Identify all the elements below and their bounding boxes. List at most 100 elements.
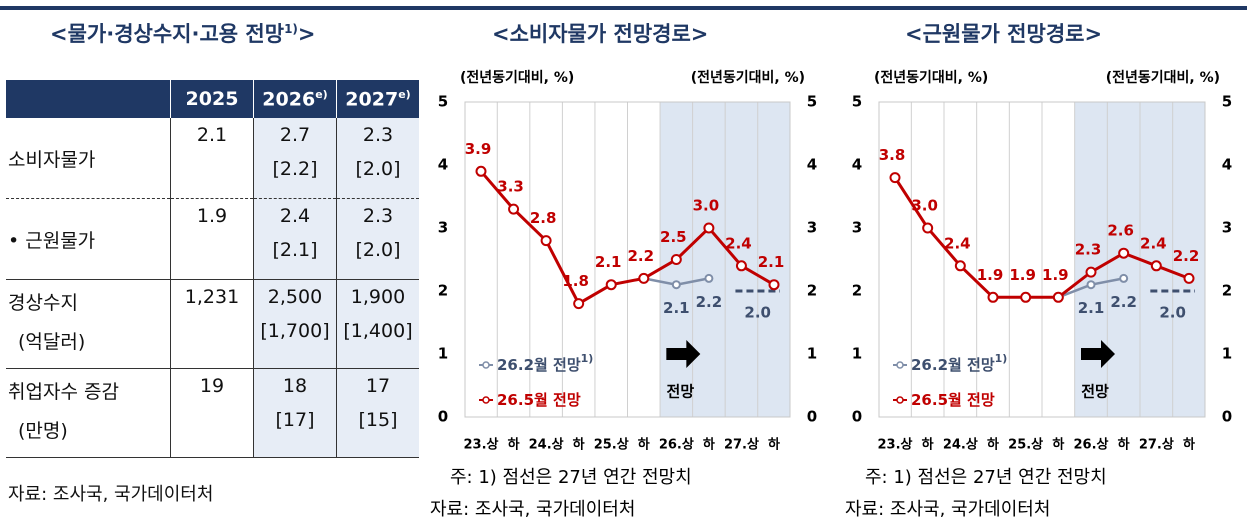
point	[1119, 273, 1129, 283]
value-label: 2.4	[1140, 234, 1167, 252]
legend-entry: 26.2월 전망1)	[911, 352, 1007, 374]
value-label: 2.1	[595, 253, 622, 271]
source: 자료: 조사국, 국가데이터처	[8, 484, 214, 505]
x-tick-label: 하	[638, 437, 650, 453]
forecast-arrow	[1081, 340, 1115, 368]
value-cell: 2,500 [1,700]	[253, 279, 337, 369]
x-tick-label: 27.상	[1139, 438, 1174, 453]
forecast-arrow	[666, 340, 701, 368]
annotation: 전망	[1081, 383, 1109, 401]
point	[638, 272, 650, 284]
cell-previous: [1,700]	[260, 320, 330, 342]
cell-previous: [2.0]	[355, 158, 401, 180]
cell-previous: [1,400]	[343, 320, 413, 342]
plot-frame	[464, 101, 791, 418]
y2-tick-label: 0	[1222, 408, 1232, 426]
legend-entry: 26.2월 전망1)	[497, 352, 593, 374]
cell-value: 2.1	[196, 124, 228, 146]
y-tick-label: 5	[852, 93, 862, 111]
value-label: 2.2	[627, 247, 654, 265]
y2-tick-label: 1	[807, 345, 817, 363]
chart-source: 자료: 조사국, 국가데이터처	[845, 499, 1050, 520]
point	[1118, 247, 1130, 259]
legend-entry: 26.5월 전망	[911, 391, 995, 409]
chart-note: 주: 1) 점선은 27년 연간 전망치	[450, 467, 692, 488]
value-label: 2.3	[1075, 241, 1102, 259]
legend-entry: 26.5월 전망	[497, 391, 581, 409]
y-tick-label: 3	[852, 219, 862, 237]
cell-value: 18	[282, 375, 308, 397]
value-label: 2.5	[660, 228, 687, 246]
x-tick-label: 27.상	[724, 438, 759, 453]
point	[605, 279, 617, 291]
value-label: 2.1	[758, 253, 785, 271]
value-cell: 2.3 [2.0]	[336, 118, 419, 199]
point	[735, 260, 747, 272]
y-tick-label: 0	[852, 408, 862, 426]
y-tick-label: 4	[852, 156, 862, 174]
legend-marker	[896, 396, 904, 404]
x-tick-label: 하	[768, 437, 780, 453]
series-line	[893, 176, 1190, 299]
x-tick-label: 24.상	[943, 438, 978, 453]
point	[540, 235, 552, 247]
cell-value: 2.4	[279, 205, 311, 227]
y-tick-label: 0	[438, 408, 448, 426]
point	[704, 273, 714, 283]
chart-note: 주: 1) 점선은 27년 연간 전망치	[865, 467, 1107, 488]
y2-tick-label: 2	[807, 282, 817, 300]
legend-note: 1)	[581, 352, 594, 365]
annotation: 전망	[667, 383, 695, 401]
x-tick-label: 23.상	[464, 438, 499, 453]
point	[703, 222, 715, 234]
value-cell: 17 [15]	[336, 368, 419, 458]
annual-label: 2.0	[744, 304, 771, 322]
row-label: 경상수지 (억달러)	[6, 279, 171, 369]
legend-name: 26.5월 전망	[911, 391, 995, 409]
legend-name: 26.5월 전망	[497, 391, 581, 409]
row-label: • 근원물가	[6, 198, 171, 280]
cell-value: 2,500	[267, 286, 323, 308]
y2-tick-label: 3	[1222, 219, 1232, 237]
value-label: 2.4	[944, 234, 971, 252]
value-cell: 2.7 [2.2]	[253, 118, 337, 199]
point	[768, 279, 780, 291]
sublabel-text: (만명)	[18, 420, 68, 442]
value-cell: 1.9	[170, 198, 254, 280]
legend-note: 1)	[995, 352, 1008, 365]
cell-previous: [2.2]	[272, 158, 318, 180]
top-rule	[0, 6, 1247, 10]
value-cell: 1,900 [1,400]	[336, 279, 419, 369]
value-label: 2.2	[1173, 247, 1200, 265]
legend-marker	[482, 396, 490, 404]
cell-previous: [2.0]	[355, 239, 401, 261]
y-tick-label: 4	[438, 156, 448, 174]
point	[1085, 266, 1097, 278]
x-tick-label: 하	[508, 437, 520, 453]
cell-value: 17	[365, 375, 391, 397]
table-row: • 근원물가 1.9 2.4 [2.1] 2.3 [2.0]	[6, 198, 419, 280]
y-tick-label: 2	[852, 282, 862, 300]
y2-tick-label: 0	[807, 408, 817, 426]
value-label: 2.1	[1078, 299, 1105, 317]
cell-value: 19	[199, 375, 225, 397]
point	[954, 260, 966, 272]
value-label: 3.0	[693, 197, 720, 215]
x-tick-label: 하	[1118, 437, 1130, 453]
y-axis-label: (전년동기대비, %)	[874, 69, 988, 86]
value-label: 1.9	[1009, 266, 1036, 284]
header-cell: 2027e)	[336, 80, 419, 118]
value-label: 1.8	[562, 272, 589, 290]
x-tick-label: 하	[1183, 437, 1195, 453]
value-label: 3.8	[879, 146, 906, 164]
point	[670, 254, 682, 265]
point	[1020, 291, 1032, 303]
y-tick-label: 1	[852, 345, 862, 363]
plot-frame	[878, 101, 1206, 418]
value-label: 2.4	[725, 234, 752, 252]
table-row: 소비자물가 2.1 2.7 [2.2] 2.3 [2.0]	[6, 118, 419, 199]
table-title: <물가·경상수지·고용 전망1)>	[50, 22, 316, 46]
value-label: 1.9	[1042, 266, 1069, 284]
legend-name: 26.2월 전망	[497, 356, 581, 374]
